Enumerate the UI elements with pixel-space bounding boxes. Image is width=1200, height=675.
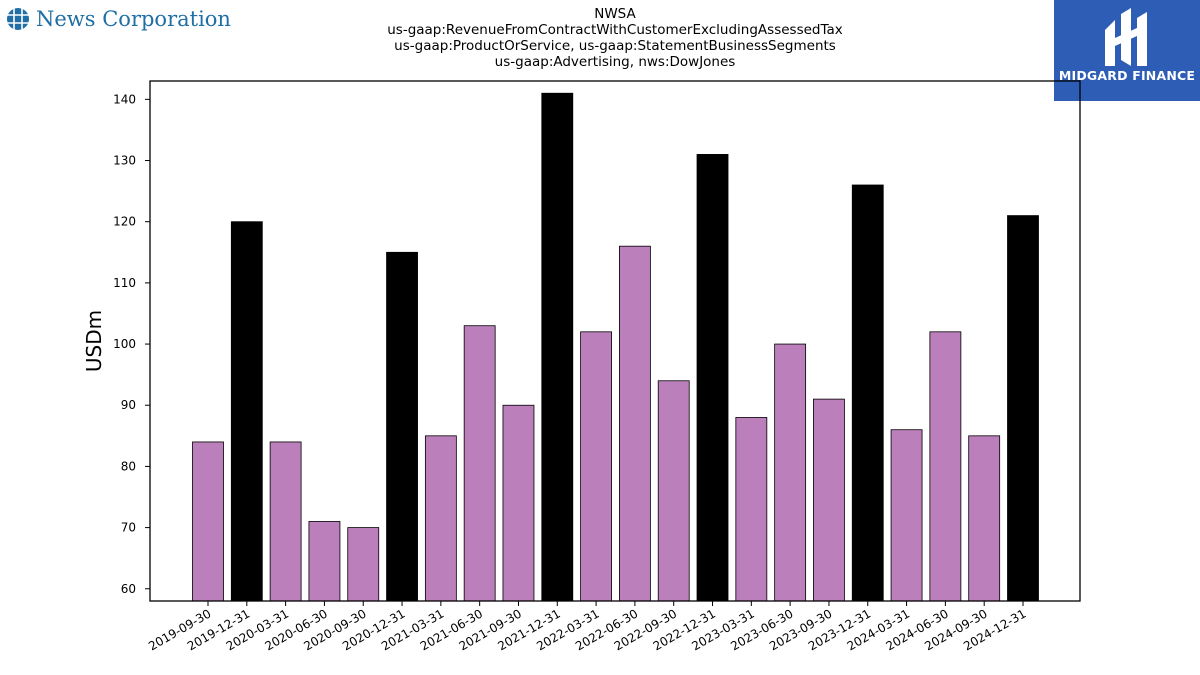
bar-2023-03-31 (735, 417, 768, 602)
chart-title: NWSA us-gaap:RevenueFromContractWithCust… (300, 6, 930, 70)
bar-2020-06-30 (308, 521, 341, 602)
chart-title-line: us-gaap:RevenueFromContractWithCustomerE… (387, 22, 843, 38)
chart-title-line: us-gaap:ProductOrService, us-gaap:Statem… (394, 38, 836, 54)
plot-frame (149, 80, 1081, 602)
y-tick-label: 60 (121, 582, 136, 596)
bar-2024-03-31 (890, 429, 923, 602)
bar-2024-09-30 (968, 435, 1001, 602)
y-tick-label: 140 (113, 92, 136, 106)
y-tick-label: 70 (121, 521, 136, 535)
midgard-finance-logo: MIDGARD FINANCE (1054, 0, 1200, 101)
bar-2023-09-30 (813, 398, 845, 602)
bar-2023-06-30 (774, 343, 807, 602)
midgard-logo-text: MIDGARD FINANCE (1058, 68, 1196, 83)
y-tick-label: 90 (121, 398, 136, 412)
bar-2024-06-30 (929, 331, 962, 602)
news-corp-logo-text: News Corporation (36, 7, 231, 31)
bar-2022-12-31 (696, 154, 729, 602)
bar-2023-12-31 (851, 184, 884, 602)
chart-title-line: us-gaap:Advertising, nws:DowJones (494, 54, 736, 70)
y-tick-label: 100 (113, 337, 136, 351)
bars-group (192, 92, 1039, 602)
y-tick-label: 110 (113, 276, 136, 290)
news-corp-logo: News Corporation (6, 4, 231, 34)
y-tick-label: 130 (113, 154, 136, 168)
bar-2019-12-31 (230, 221, 263, 602)
bar-2021-09-30 (502, 404, 535, 602)
bar-2020-09-30 (347, 527, 380, 602)
chart-title-line: NWSA (594, 6, 636, 22)
y-axis: 60 70 80 90 100 110 120 130 140 (113, 92, 150, 596)
bar-2022-06-30 (619, 245, 651, 602)
bar-2020-12-31 (386, 251, 418, 602)
bar-2020-03-31 (269, 441, 302, 602)
bar-2021-12-31 (541, 92, 574, 602)
bar-2022-09-30 (657, 380, 690, 602)
bar-2021-03-31 (424, 435, 457, 602)
bar-2024-12-31 (1007, 215, 1039, 602)
bar-2022-03-31 (580, 331, 612, 602)
globe-icon (7, 8, 29, 30)
bar-2021-06-30 (463, 325, 496, 602)
y-tick-label: 80 (121, 459, 136, 473)
x-axis: 2019-09-302019-12-312020-03-312020-06-30… (146, 601, 1029, 653)
y-tick-label: 120 (113, 215, 136, 229)
midgard-logo-mark-icon (1105, 8, 1147, 66)
bar-2019-09-30 (192, 441, 224, 602)
y-axis-label: USDm (82, 310, 106, 372)
